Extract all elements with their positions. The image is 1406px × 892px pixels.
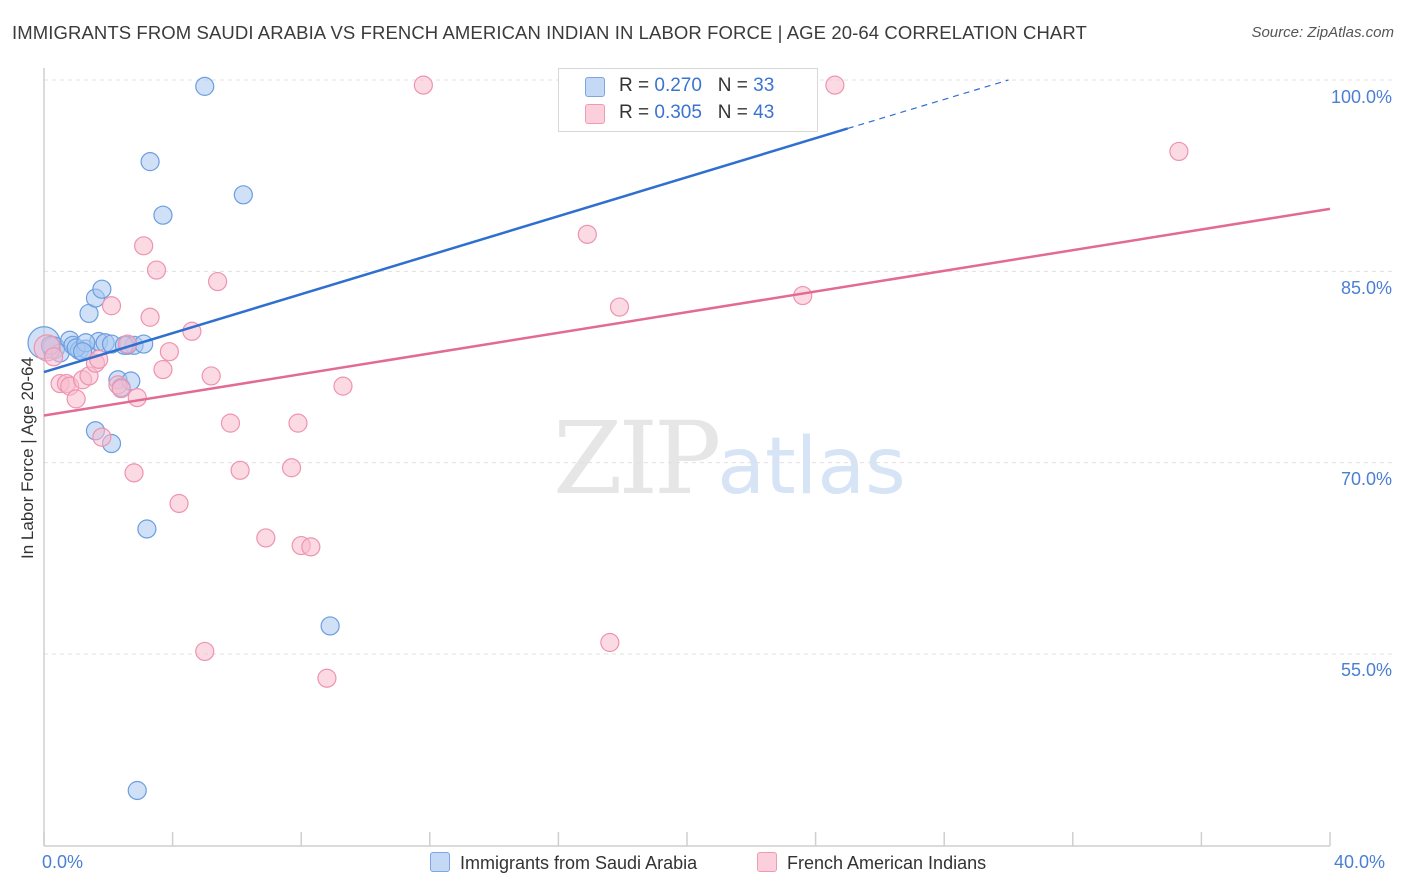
data-point-french [169,493,189,514]
blue-swatch-icon [430,852,450,872]
data-point-french [230,460,250,480]
data-point-french [288,413,308,433]
data-point-french [92,427,112,447]
n-label: N = [717,102,748,123]
trendline-saudi-extension [847,79,1009,130]
x-tick-label-max: 40.0% [1334,852,1386,872]
trendline-saudi [43,127,849,374]
y-tick-label: 85.0% [1340,278,1392,298]
watermark: ZIPatlas [553,400,906,517]
data-point-french [256,528,276,548]
data-point-french [1169,141,1189,162]
y-tick-label: 70.0% [1340,469,1392,489]
data-point-french [140,307,160,327]
legend-item-french: French American Indians [757,852,986,876]
pink-swatch-icon [585,104,605,124]
r-value: 0.270 [654,75,702,96]
data-point-french [124,463,144,483]
n-label: N = [717,75,748,96]
y-tick-label: 55.0% [1340,660,1392,680]
r-value: 0.305 [654,102,702,123]
watermark-zip: ZIP [553,400,721,517]
source-label: Source: ZipAtlas.com [1251,24,1394,41]
data-point-french [333,376,353,396]
legend-row-text: R = 0.305 N = 43 [619,102,774,124]
pink-swatch-icon [757,852,777,872]
data-point-french [220,413,241,433]
legend-label: French American Indians [787,853,987,873]
data-point-french [134,236,154,256]
legend-row-text: R = 0.270 N = 33 [619,75,774,97]
data-point-french [153,359,173,380]
y-tick-label: 100.0% [1330,87,1392,107]
trendline-french [43,207,1331,417]
data-point-french [201,366,221,386]
data-point-saudi [233,185,253,205]
data-point-french [577,224,597,244]
legend-item-saudi: Immigrants from Saudi Arabia [430,852,697,876]
data-point-saudi [153,205,173,225]
data-point-french [146,260,167,280]
r-label: R = [619,102,650,123]
legend-label: Immigrants from Saudi Arabia [460,853,698,873]
chart-title: IMMIGRANTS FROM SAUDI ARABIA VS FRENCH A… [12,22,1087,43]
correlation-legend: R = 0.270 N = 33 R = 0.305 N = 43 [558,68,818,132]
data-point-saudi [137,519,157,539]
data-point-french [101,296,122,316]
data-point-french [281,458,302,478]
y-axis-label: In Labor Force | Age 20-64 [18,357,37,559]
data-point-french [301,537,321,557]
x-tick-label-min: 0.0% [42,852,84,872]
data-point-french [111,379,131,399]
data-point-french [44,347,64,367]
data-point-saudi [195,76,215,96]
data-point-french [195,641,215,662]
data-point-french [413,75,433,95]
n-value: 43 [753,102,775,123]
data-point-french [317,668,337,688]
data-point-saudi [92,279,112,299]
r-label: R = [619,75,650,96]
data-point-french [609,297,630,317]
data-point-saudi [127,780,147,801]
data-point-french [159,342,179,362]
data-point-french [208,271,228,292]
watermark-atlas: atlas [717,422,906,512]
blue-swatch-icon [585,77,605,97]
data-point-saudi [140,152,160,172]
data-point-french [66,389,86,409]
n-value: 33 [753,75,775,96]
data-point-french [825,75,845,95]
data-point-french [600,632,620,653]
data-point-french [127,388,147,408]
data-point-saudi [320,616,340,636]
